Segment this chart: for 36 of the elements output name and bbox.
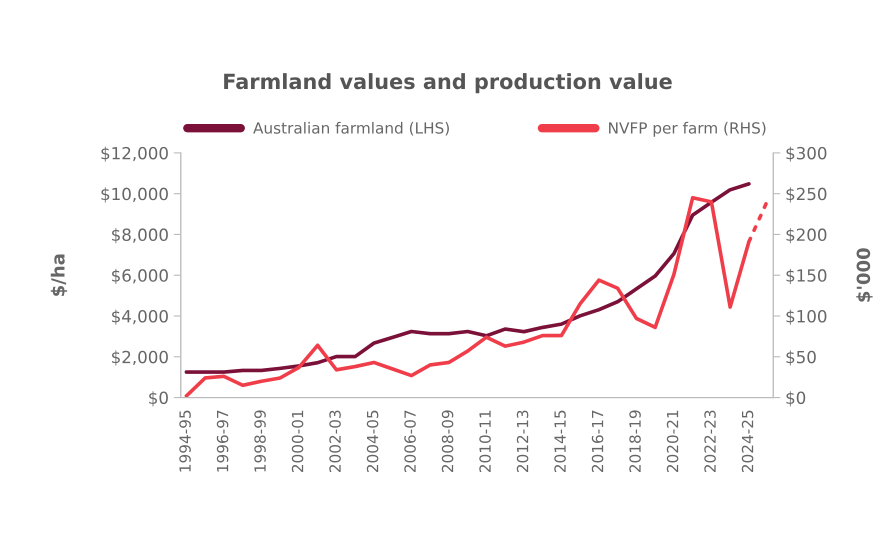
y2-tick-label: $250 xyxy=(786,187,826,202)
y2-tick-label: $200 xyxy=(786,228,826,244)
x-tick-label: 1998-99 xyxy=(254,410,266,472)
x-tick-label: 2018-19 xyxy=(629,410,641,472)
legend-label: Australian farmland (LHS) xyxy=(253,122,449,136)
x-tick-label: 2022-23 xyxy=(704,410,716,472)
y-tick-label: $8,000 xyxy=(112,228,168,244)
y-tick-label: $0 xyxy=(149,391,168,406)
x-tick-label: 2002-03 xyxy=(329,410,341,472)
y-tick-label: $6,000 xyxy=(112,268,168,284)
x-tick-label: 1996-97 xyxy=(216,410,228,472)
x-tick-label: 2000-01 xyxy=(292,410,304,472)
x-tick-label: 2012-13 xyxy=(516,410,528,472)
y-tick-label: $4,000 xyxy=(112,310,168,325)
x-tick-label: 2014-15 xyxy=(554,410,566,472)
x-tick-label: 2008-09 xyxy=(442,410,454,472)
y-axis-title: $/ha xyxy=(50,254,68,296)
y2-tick-label: $150 xyxy=(786,268,826,284)
y2-tick-label: $50 xyxy=(786,350,816,366)
y-tick-label: $10,000 xyxy=(101,187,168,202)
y2-tick-label: $300 xyxy=(786,146,826,162)
x-tick-label: 1994-95 xyxy=(179,410,191,472)
x-tick-label: 2010-11 xyxy=(479,410,491,472)
y2-tick-label: $0 xyxy=(786,391,806,406)
x-tick-label: 2020-21 xyxy=(666,410,678,472)
line-series xyxy=(184,182,751,374)
x-tick-label: 2006-07 xyxy=(404,410,416,472)
legend-label: NVFP per farm (RHS) xyxy=(609,122,766,137)
y-tick-label: $12,000 xyxy=(101,146,168,162)
x-tick-label: 2016-17 xyxy=(592,410,604,472)
x-tick-label: 2004-05 xyxy=(366,410,378,472)
y2-axis-title: $'000 xyxy=(856,248,873,302)
y-tick-label: $2,000 xyxy=(112,350,168,366)
chart-title: Farmland values and production value xyxy=(224,73,672,94)
y2-tick-label: $100 xyxy=(786,310,826,325)
x-tick-label: 2024-25 xyxy=(742,410,754,472)
